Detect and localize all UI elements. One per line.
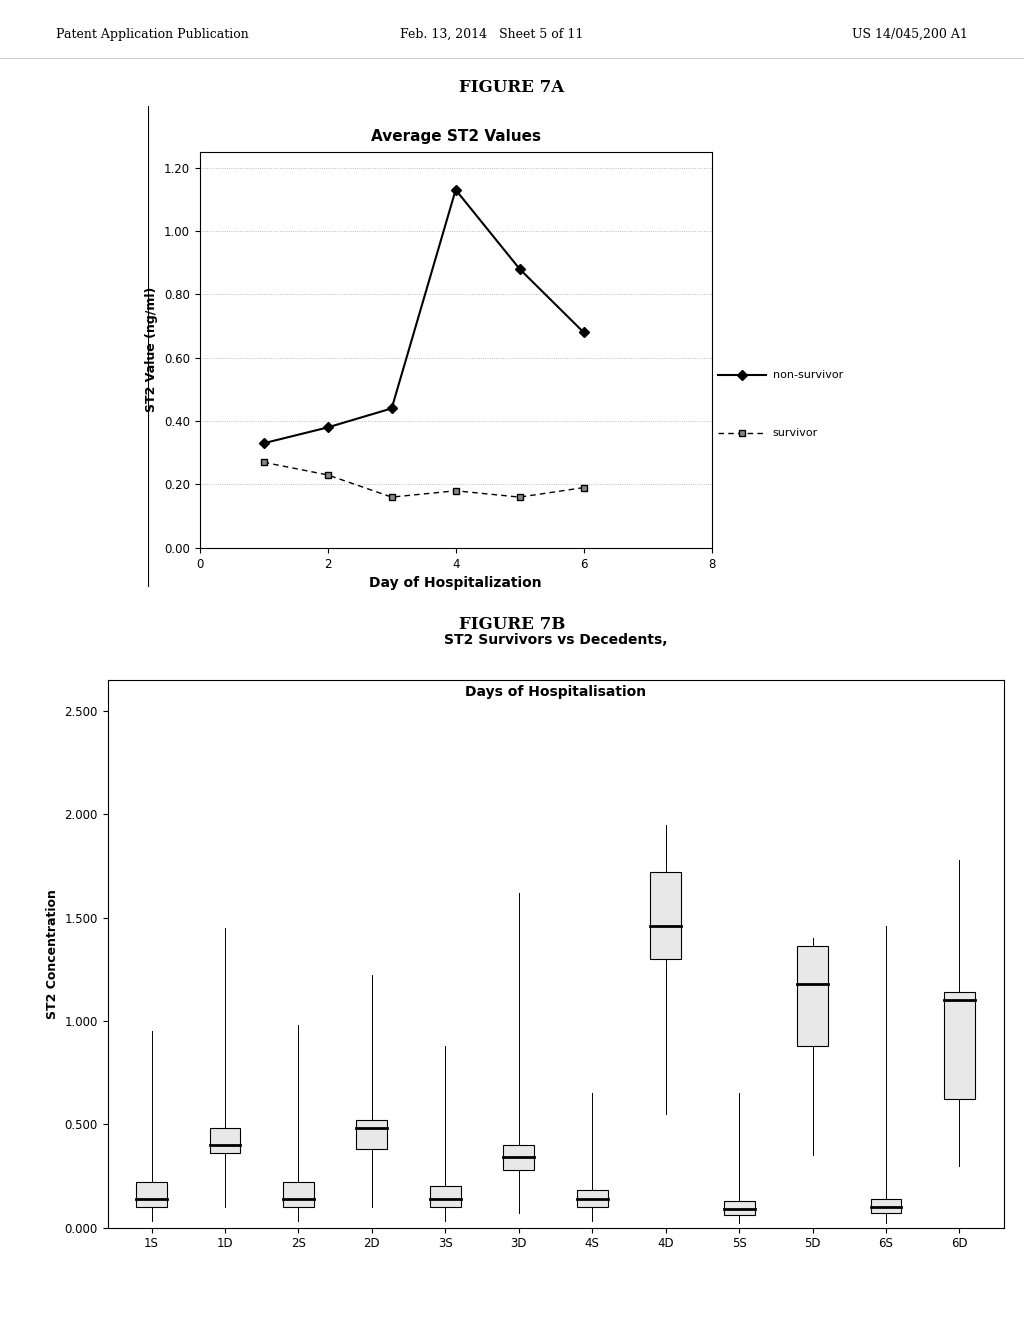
Bar — [797, 946, 828, 1045]
Text: non-survivor: non-survivor — [772, 370, 843, 380]
Text: FIGURE 7B: FIGURE 7B — [459, 615, 565, 632]
Bar — [724, 1201, 755, 1216]
Y-axis label: ST2 Value (ng/ml): ST2 Value (ng/ml) — [145, 288, 159, 412]
Text: Days of Hospitalisation: Days of Hospitalisation — [465, 685, 646, 700]
Bar — [210, 1129, 241, 1154]
Bar — [870, 1199, 901, 1213]
Bar — [430, 1187, 461, 1206]
Bar — [136, 1183, 167, 1206]
Bar — [356, 1121, 387, 1148]
Y-axis label: ST2 Concentration: ST2 Concentration — [46, 888, 58, 1019]
Text: survivor: survivor — [772, 429, 818, 438]
Bar — [650, 873, 681, 958]
Text: ST2 Survivors vs Decedents,: ST2 Survivors vs Decedents, — [443, 632, 668, 647]
Title: Average ST2 Values: Average ST2 Values — [371, 128, 541, 144]
Text: Feb. 13, 2014   Sheet 5 of 11: Feb. 13, 2014 Sheet 5 of 11 — [399, 28, 584, 41]
Text: Patent Application Publication: Patent Application Publication — [56, 28, 249, 41]
Bar — [504, 1144, 535, 1170]
Bar — [283, 1183, 314, 1206]
Text: FIGURE 7A: FIGURE 7A — [460, 79, 564, 95]
Bar — [577, 1191, 607, 1206]
Text: US 14/045,200 A1: US 14/045,200 A1 — [852, 28, 968, 41]
Bar — [944, 991, 975, 1100]
X-axis label: Day of Hospitalization: Day of Hospitalization — [370, 576, 542, 590]
